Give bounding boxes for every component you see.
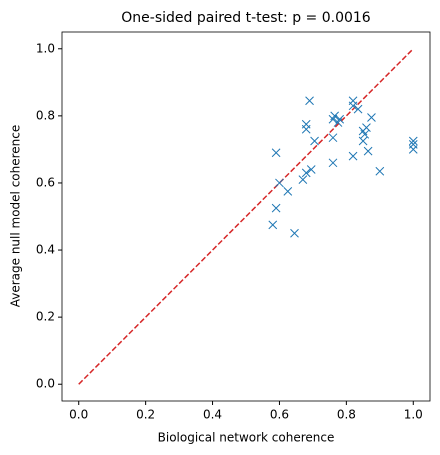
diagonal-line bbox=[78, 48, 414, 385]
x-axis-label: Biological network coherence bbox=[158, 431, 335, 445]
y-tick-label: 0.0 bbox=[36, 377, 55, 391]
marker bbox=[298, 175, 308, 184]
marker bbox=[348, 151, 358, 161]
marker bbox=[360, 129, 370, 139]
y-tick-label: 0.8 bbox=[36, 108, 55, 122]
x-tick-label: 0.6 bbox=[270, 408, 289, 422]
marker bbox=[348, 96, 358, 106]
x-tick-label: 0.8 bbox=[337, 408, 356, 422]
marker bbox=[358, 136, 368, 146]
marker bbox=[362, 123, 371, 132]
marker bbox=[375, 166, 385, 176]
y-tick-label: 1.0 bbox=[36, 41, 55, 55]
marker bbox=[305, 96, 314, 106]
marker bbox=[367, 113, 376, 122]
marker bbox=[408, 136, 418, 146]
marker bbox=[301, 168, 311, 178]
marker bbox=[330, 111, 340, 121]
marker bbox=[353, 104, 363, 114]
y-axis-label: Average null model coherence bbox=[9, 125, 23, 308]
x-tick-label: 0.2 bbox=[136, 408, 155, 422]
marker bbox=[271, 203, 281, 213]
marker bbox=[335, 114, 345, 124]
marker bbox=[283, 186, 293, 196]
marker bbox=[268, 220, 278, 230]
marker bbox=[328, 133, 338, 143]
marker bbox=[310, 136, 319, 146]
marker bbox=[306, 165, 316, 174]
marker bbox=[328, 158, 338, 168]
marker bbox=[363, 146, 373, 156]
marker bbox=[408, 140, 418, 149]
marker bbox=[301, 119, 311, 129]
chart-title: One-sided paired t-test: p = 0.0016 bbox=[121, 10, 371, 26]
x-tick-label: 1.0 bbox=[404, 408, 423, 422]
marker bbox=[271, 148, 281, 158]
y-tick-label: 0.4 bbox=[36, 243, 55, 257]
marker bbox=[290, 228, 299, 238]
x-tick-label: 0.0 bbox=[69, 408, 88, 422]
y-tick-label: 0.6 bbox=[36, 175, 55, 189]
marker bbox=[275, 178, 284, 188]
axes-frame bbox=[61, 31, 431, 402]
x-tick-label: 0.4 bbox=[203, 408, 222, 422]
y-tick-label: 0.2 bbox=[36, 310, 55, 324]
